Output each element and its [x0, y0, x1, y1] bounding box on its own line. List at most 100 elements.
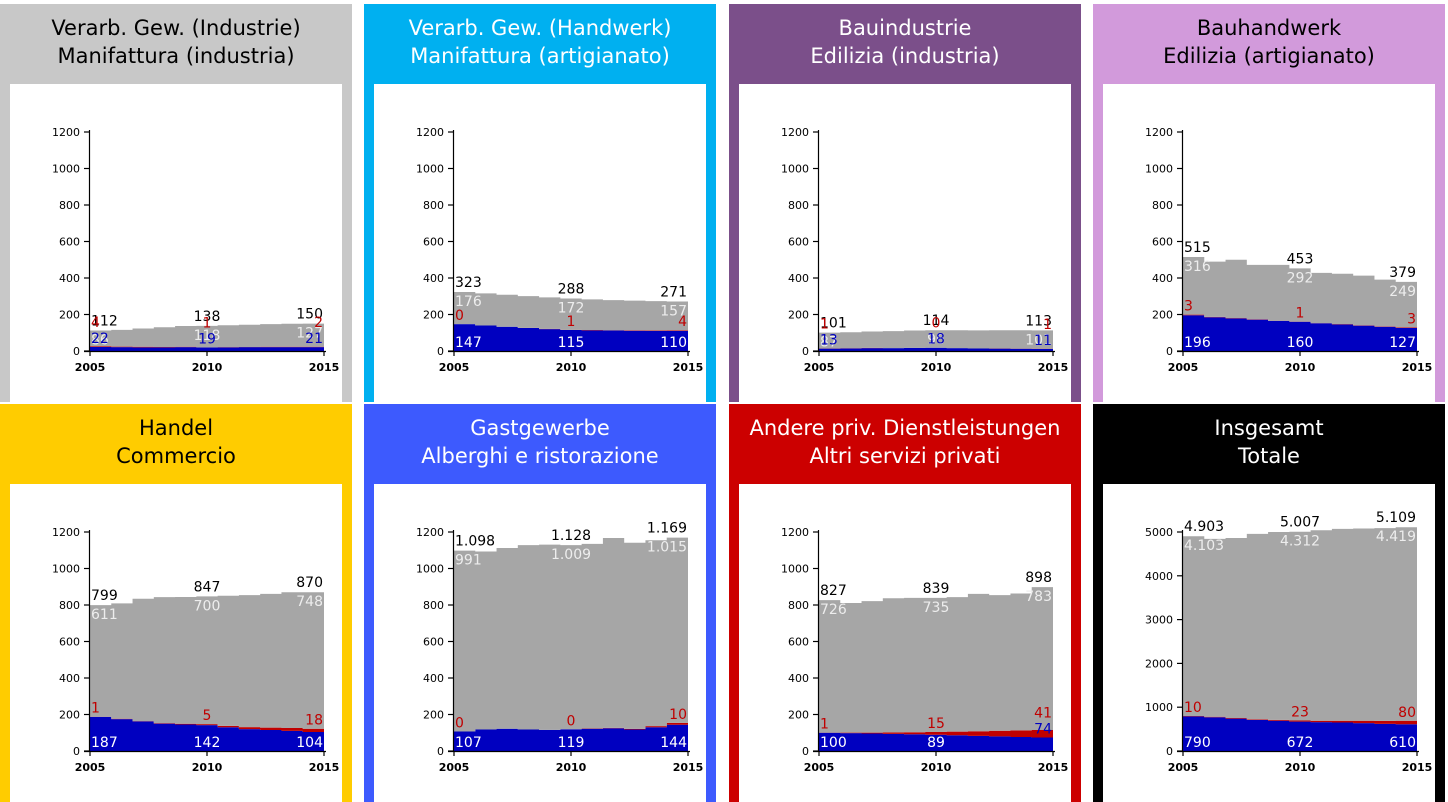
data-label-gray: 157 [660, 304, 687, 320]
data-label-gray: 4.312 [1280, 534, 1320, 550]
panel-title-line: Manifattura (artigianato) [410, 44, 670, 68]
y-tick-label: 400 [423, 272, 444, 285]
chart-panel-handel: Handel Commercio 0 200 400 600 800 1000 1200 2005… [0, 404, 352, 802]
series-area-red [454, 722, 688, 732]
y-tick-label: 800 [423, 199, 444, 212]
y-tick-label: 1200 [416, 526, 444, 539]
panel-title-line: Edilizia (artigianato) [1163, 44, 1375, 68]
data-label-gray: 127 [296, 326, 323, 342]
y-tick-label: 800 [423, 599, 444, 612]
y-tick-label: 400 [59, 672, 80, 685]
x-tick-label: 2015 [1402, 361, 1433, 374]
data-label-total: 870 [296, 575, 323, 591]
data-label-gray: 316 [1184, 259, 1211, 275]
y-tick-label: 1000 [52, 163, 80, 176]
data-label-blue: 127 [1389, 335, 1416, 351]
y-tick-label: 4000 [1145, 570, 1173, 583]
y-tick-label: 5000 [1145, 526, 1173, 539]
y-tick-label: 800 [59, 199, 80, 212]
data-label-blue: 144 [660, 735, 687, 751]
data-label-red: 2 [314, 315, 323, 331]
panel-title-line: Gastgewerbe [470, 416, 610, 440]
y-tick-label: 0 [802, 745, 809, 758]
data-label-blue: 160 [1287, 335, 1314, 351]
y-tick-label: 400 [788, 672, 809, 685]
y-tick-label: 800 [1152, 199, 1173, 212]
y-tick-label: 200 [59, 309, 80, 322]
data-label-blue: 22 [91, 331, 109, 347]
y-tick-label: 1000 [52, 563, 80, 576]
series-area-gray [454, 537, 688, 732]
stacked-area-chart: 0 200 400 600 800 1000 1200 2005 2010 2015 515 316 1… [1145, 126, 1433, 374]
data-label-red: 5 [203, 708, 212, 724]
data-label-blue: 672 [1287, 735, 1314, 751]
data-label-total: 827 [820, 583, 847, 599]
chart-panel-dienstleistungen: Andere priv. Dienstleistungen Altri servi… [729, 404, 1081, 802]
data-label-red: 1 [203, 316, 212, 332]
y-tick-label: 1200 [52, 126, 80, 139]
data-label-blue: 13 [820, 333, 838, 349]
data-label-total: 515 [1184, 240, 1211, 256]
panel-title: Verarb. Gew. (Industrie) Manifattura (ind… [0, 14, 352, 70]
chart-area: 0 1000 2000 3000 4000 5000 2005 2010 2015 4.903 4.… [1103, 484, 1435, 802]
y-tick-label: 200 [423, 309, 444, 322]
data-label-red: 1 [820, 317, 829, 333]
data-label-total: 1.169 [647, 521, 687, 537]
data-label-blue: 74 [1034, 721, 1052, 737]
series-area-gray [1183, 257, 1417, 328]
panel-title-line: Manifattura (industria) [57, 44, 295, 68]
data-label-gray: 700 [194, 598, 221, 614]
data-label-red: 1 [91, 701, 100, 717]
x-tick-label: 2005 [439, 761, 470, 774]
data-label-blue: 790 [1184, 735, 1211, 751]
series-area-blue [90, 346, 324, 351]
x-tick-label: 2015 [673, 361, 704, 374]
y-tick-label: 600 [59, 236, 80, 249]
y-tick-label: 0 [73, 345, 80, 358]
chart-panel-bauhandwerk: Bauhandwerk Edilizia (artigianato) 0 200 400… [1093, 4, 1445, 402]
panel-title: Handel Commercio [0, 414, 352, 470]
x-tick-label: 2010 [921, 361, 952, 374]
data-label-gray: 4.419 [1376, 529, 1416, 545]
data-label-total: 1.098 [455, 534, 495, 550]
y-tick-label: 600 [423, 236, 444, 249]
series-area-blue [454, 724, 688, 751]
data-label-gray: 726 [820, 602, 847, 618]
panel-title: Verarb. Gew. (Handwerk) Manifattura (arti… [364, 14, 716, 70]
data-label-gray: 176 [455, 294, 482, 310]
series-area-red [819, 730, 1053, 738]
panel-title: Gastgewerbe Alberghi e ristorazione [364, 414, 716, 470]
data-label-gray: 292 [1287, 270, 1314, 286]
y-tick-label: 0 [437, 745, 444, 758]
y-tick-label: 1000 [1145, 701, 1173, 714]
x-tick-label: 2005 [439, 361, 470, 374]
panel-title-line: Verarb. Gew. (Industrie) [51, 16, 301, 40]
chart-area: 0 200 400 600 800 1000 1200 2005 2010 2015 323 176 1… [374, 84, 706, 402]
data-label-red: 0 [567, 713, 576, 729]
y-tick-label: 200 [59, 709, 80, 722]
y-tick-label: 600 [1152, 236, 1173, 249]
data-label-total: 271 [660, 285, 687, 301]
x-tick-label: 2005 [804, 761, 835, 774]
y-tick-label: 1000 [781, 563, 809, 576]
y-tick-label: 600 [788, 236, 809, 249]
panel-title-line: Totale [1238, 444, 1300, 468]
data-label-total: 112 [91, 314, 118, 330]
data-label-red: 1 [1296, 306, 1305, 322]
series-area-gray [1183, 527, 1417, 721]
data-label-blue: 115 [558, 335, 585, 351]
x-tick-label: 2015 [673, 761, 704, 774]
x-tick-label: 2015 [1402, 761, 1433, 774]
series-area-red [819, 347, 1053, 349]
x-tick-label: 2010 [921, 761, 952, 774]
data-label-red: 1 [1043, 317, 1052, 333]
data-label-gray: 96 [927, 332, 945, 348]
y-tick-label: 200 [423, 709, 444, 722]
data-label-red: 1 [820, 717, 829, 733]
data-label-red: 80 [1398, 705, 1416, 721]
panel-title-line: Andere priv. Dienstleistungen [749, 416, 1061, 440]
data-label-total: 101 [820, 316, 847, 332]
y-tick-label: 600 [59, 636, 80, 649]
series-area-blue [1183, 716, 1417, 751]
x-tick-label: 2015 [309, 761, 340, 774]
